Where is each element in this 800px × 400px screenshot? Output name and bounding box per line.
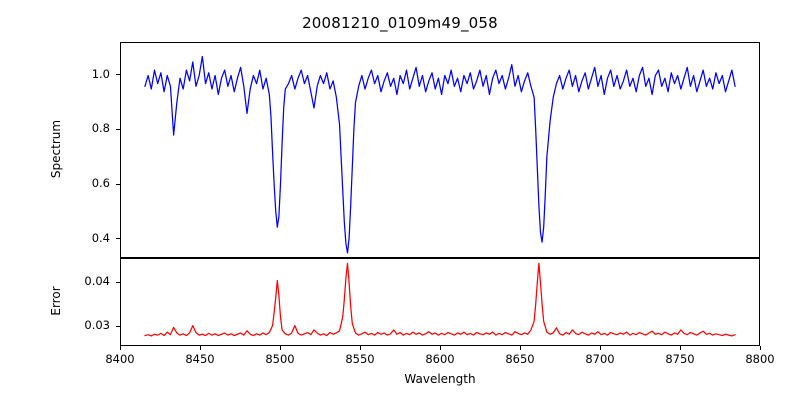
error-y-axis-label: Error xyxy=(49,286,63,316)
x-tickmark xyxy=(119,346,121,350)
spectrum-series-line xyxy=(144,55,736,254)
x-tickmark xyxy=(759,346,761,350)
error-plot-panel xyxy=(120,258,760,346)
x-axis-label: Wavelength xyxy=(404,372,476,386)
x-tick-label: 8500 xyxy=(265,352,295,366)
error-y-tick-label: 0.03 xyxy=(84,318,110,333)
error-y-tick-label: 0.04 xyxy=(84,274,110,289)
x-tick-label: 8450 xyxy=(185,352,215,366)
spectrum-plot-panel xyxy=(120,42,760,258)
x-tick-label: 8600 xyxy=(425,352,455,366)
spectrum-y-tickmark xyxy=(116,74,120,76)
page-title: 20081210_0109m49_058 xyxy=(302,14,498,32)
x-tick-label: 8550 xyxy=(345,352,375,366)
spectrum-y-tickmark xyxy=(116,128,120,131)
x-tickmark xyxy=(679,346,681,350)
spectrum-y-tick-label: 0.6 xyxy=(91,176,110,191)
error-y-tickmark xyxy=(116,281,120,283)
x-tickmark xyxy=(519,346,521,350)
error-series-line xyxy=(144,262,736,337)
x-tick-label: 8400 xyxy=(105,352,135,366)
x-tickmark xyxy=(599,346,601,350)
x-tick-label: 8750 xyxy=(665,352,695,366)
spectrum-y-tick-label: 1.0 xyxy=(91,66,110,81)
error-y-tickmark xyxy=(116,325,120,327)
x-tickmark xyxy=(439,346,441,350)
x-tickmark xyxy=(279,346,281,350)
x-tickmark xyxy=(199,346,201,350)
spectrum-y-axis-label: Spectrum xyxy=(49,119,63,179)
x-tick-label: 8650 xyxy=(505,352,535,366)
spectrum-y-tickmark xyxy=(116,238,120,240)
spectrum-y-tick-label: 0.4 xyxy=(91,230,110,245)
x-tick-label: 8800 xyxy=(745,352,775,366)
x-tickmark xyxy=(359,346,361,350)
spectrum-y-tick-label: 0.8 xyxy=(91,121,110,136)
x-tick-label: 8700 xyxy=(585,352,615,366)
spectrum-y-tickmark xyxy=(116,183,120,185)
